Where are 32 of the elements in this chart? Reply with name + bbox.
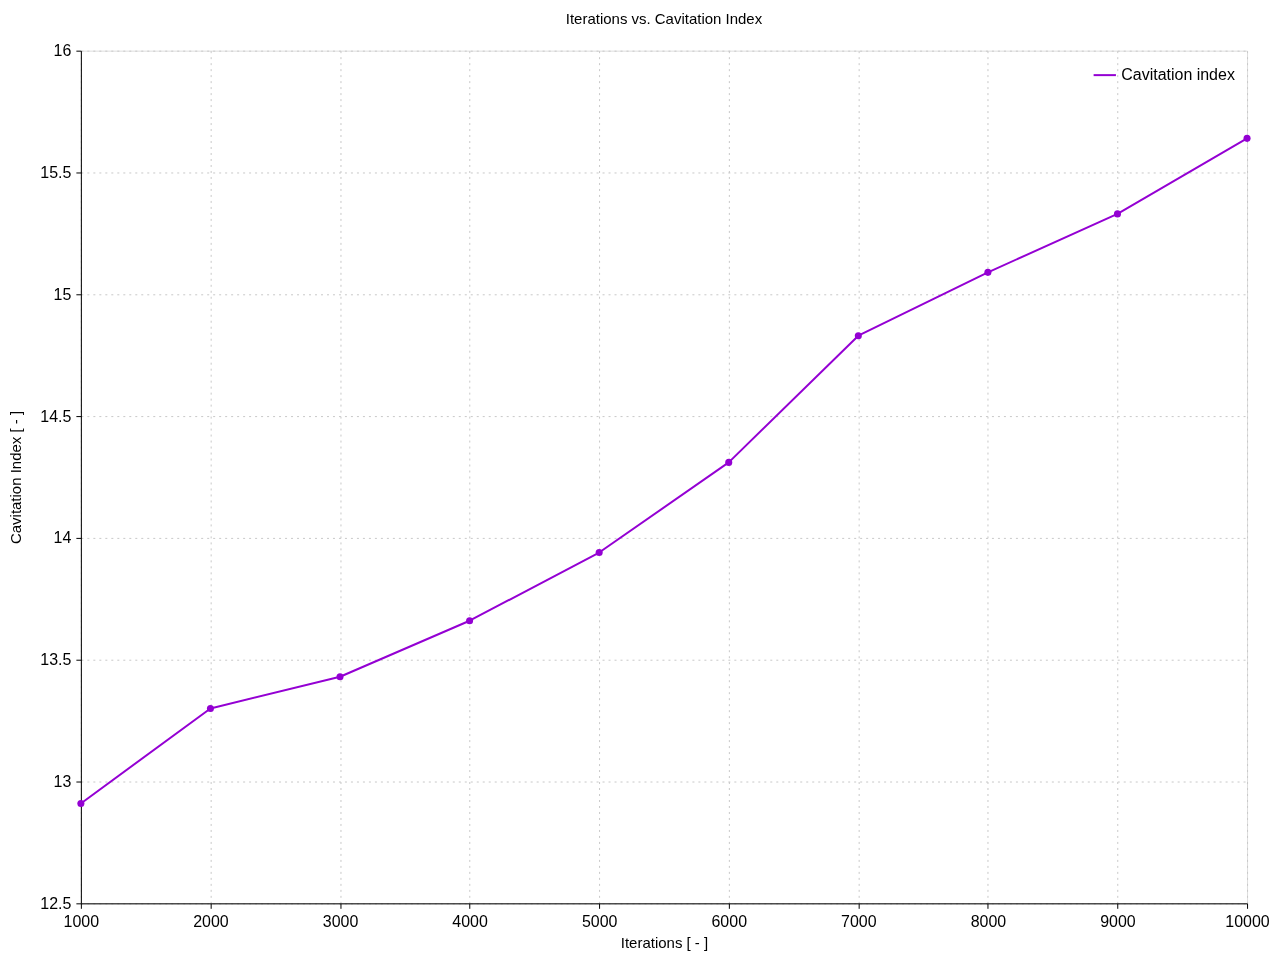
x-tick-label: 8000 — [970, 912, 1007, 930]
y-tick-label: 14 — [53, 529, 72, 547]
legend-label: Cavitation index — [1121, 66, 1235, 84]
x-tick-label: 6000 — [711, 912, 748, 930]
y-tick-label: 12.5 — [40, 894, 72, 912]
y-tick-label: 13.5 — [40, 651, 72, 669]
y-tick-label: 14.5 — [40, 407, 72, 425]
point — [595, 549, 603, 557]
y-axis-title: Cavitation Index [ - ] — [7, 410, 25, 545]
point — [854, 332, 862, 340]
x-tick-label: 1000 — [63, 912, 100, 930]
chart-title: Iterations vs. Cavitation Index — [565, 9, 763, 27]
y-tick-label: 15 — [53, 285, 72, 303]
point — [206, 704, 214, 712]
point — [725, 458, 733, 466]
x-tick-label: 7000 — [841, 912, 877, 930]
point — [984, 268, 992, 276]
y-tick-label: 13 — [53, 773, 72, 791]
x-tick-label: 3000 — [322, 912, 359, 930]
point — [77, 799, 85, 807]
y-tick-label: 16 — [53, 42, 72, 60]
x-tick-label: 5000 — [581, 912, 618, 930]
x-axis-title: Iterations [ - ] — [620, 933, 709, 951]
y-tick-label: 15.5 — [40, 163, 72, 181]
x-tick-label: 10000 — [1225, 912, 1270, 930]
point — [1243, 134, 1251, 142]
x-tick-label: 2000 — [193, 912, 229, 930]
point — [1113, 210, 1122, 218]
x-tick-label: 9000 — [1100, 912, 1136, 930]
x-tick-label: 4000 — [452, 912, 488, 930]
point — [336, 673, 344, 681]
point — [466, 617, 474, 625]
